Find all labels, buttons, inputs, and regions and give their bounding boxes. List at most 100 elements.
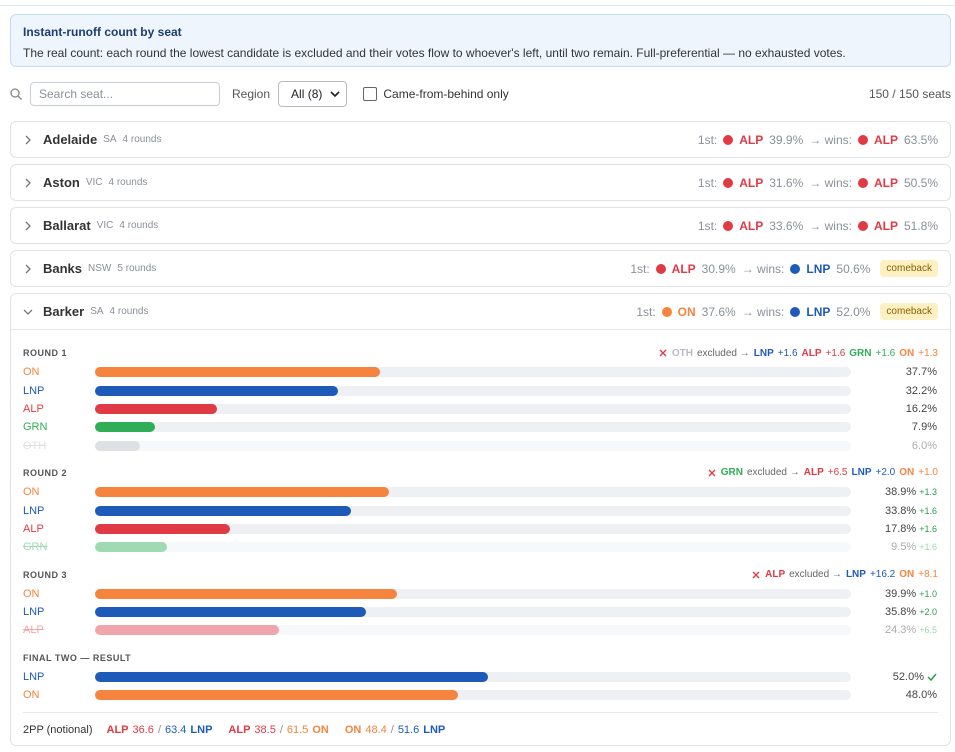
seat-rounds: 5 rounds xyxy=(117,263,157,274)
round-header: ROUND 2 GRN excluded → ALP +6.5 LNP +2.0 ON +1.0 xyxy=(23,463,938,483)
party: ALP xyxy=(739,132,764,147)
party: GRN xyxy=(23,541,48,554)
bar xyxy=(95,625,279,636)
party-dot xyxy=(661,306,672,317)
party: GRN xyxy=(720,467,743,479)
transfer-value: +6.5 xyxy=(827,467,848,479)
tpp-value: 36.6 xyxy=(132,724,154,737)
candidate-row: ALP 24.3% +6.5 xyxy=(23,621,938,639)
value-cell: 48.0% xyxy=(851,689,937,701)
tpp-value: 38.5 xyxy=(254,724,276,737)
exclusion-note: OTH excluded → LNP +1.6 ALP +1.6 GRN +1.6 ON +1.3 xyxy=(658,348,938,359)
value-cell: 33.8% +1.6 xyxy=(851,505,937,517)
tpp-label: 2PP (notional) xyxy=(23,724,93,737)
search-icon xyxy=(10,88,22,100)
seat-header[interactable]: Banks NSW 5 rounds 1st: ALP 30.9% → wins: LNP 50… xyxy=(11,251,950,286)
party: ALP xyxy=(873,218,898,233)
value-cell: 7.9% xyxy=(851,421,937,433)
delta-label: +6.5 xyxy=(919,625,937,636)
tpp-value: 48.4 xyxy=(365,724,387,737)
party-dot xyxy=(857,134,868,145)
value-cell: 38.9% +1.3 xyxy=(851,486,937,498)
first-pct: 33.6% xyxy=(769,218,804,233)
search-input[interactable]: Search seat... xyxy=(30,82,220,106)
seat-state: SA xyxy=(90,306,104,317)
seat-card: Ballarat VIC 4 rounds 1st: ALP 33.6% → wins: AL… xyxy=(10,207,951,244)
delta-label: +1.3 xyxy=(919,487,937,498)
party-dot xyxy=(655,263,666,274)
seat-header[interactable]: Ballarat VIC 4 rounds 1st: ALP 33.6% → wins: AL… xyxy=(11,208,950,243)
bar-track xyxy=(95,422,851,433)
winner-pct: 50.5% xyxy=(903,175,938,190)
round: ROUND 3 ALP excluded → LNP +16.2 ON +8.1 ON 39.9… xyxy=(23,565,938,640)
transfer-value: +1.6 xyxy=(875,347,896,359)
candidate-row: ALP 16.2% xyxy=(23,400,938,418)
value-cell: 32.2% xyxy=(851,385,937,397)
separator: / xyxy=(279,724,283,737)
excluded-label: excluded → xyxy=(696,347,750,359)
pct-label: 17.8% xyxy=(885,522,917,535)
delta-label: +2.0 xyxy=(919,607,937,618)
seat-name: Aston xyxy=(43,175,80,190)
seat-card: Barker SA 4 rounds 1st: ON 37.6% → wins: LNP 52.… xyxy=(10,293,951,746)
candidate-row: ON 48.0% xyxy=(23,686,938,704)
value-cell: 37.7% xyxy=(851,366,937,378)
party: ON xyxy=(23,689,40,702)
round: ROUND 1 OTH excluded → LNP +1.6 ALP +1.6 GRN +1.… xyxy=(23,343,938,455)
tpp-value: 63.4 xyxy=(165,724,187,737)
separator: / xyxy=(157,724,161,737)
bar xyxy=(95,487,390,498)
party: GRN xyxy=(849,347,872,359)
party: LNP xyxy=(845,569,866,581)
tpp-value: 61.5 xyxy=(286,724,309,737)
seat-state: NSW xyxy=(88,263,112,274)
region-select[interactable]: All (8) xyxy=(278,81,348,107)
seat-detail: ROUND 1 OTH excluded → LNP +1.6 ALP +1.6 GRN +1.… xyxy=(11,330,950,747)
comeback-badge: comeback xyxy=(880,303,938,320)
seat-name: Barker xyxy=(43,304,85,319)
bar xyxy=(95,367,380,378)
seat-card: Adelaide SA 4 rounds 1st: ALP 39.9% → wins: ALP… xyxy=(10,121,951,158)
party: ALP xyxy=(803,467,824,479)
party: ON xyxy=(23,587,40,600)
first-label: 1st: xyxy=(697,218,718,233)
bar xyxy=(95,505,351,516)
party: ON xyxy=(312,724,329,737)
party: ALP xyxy=(739,218,764,233)
transfer-value: +1.6 xyxy=(777,347,798,359)
select-arrow xyxy=(330,91,340,98)
delta-label: +1.6 xyxy=(919,542,937,553)
bar xyxy=(95,588,397,599)
seat-header[interactable]: Aston VIC 4 rounds 1st: ALP 31.6% → wins: ALP 50… xyxy=(11,165,950,200)
candidate-row: ON 37.7% xyxy=(23,363,938,381)
delta-label: +1.6 xyxy=(919,523,937,534)
seat-name: Ballarat xyxy=(43,218,91,233)
seat-header[interactable]: Adelaide SA 4 rounds 1st: ALP 39.9% → wins: ALP… xyxy=(11,122,950,157)
bar-track xyxy=(95,690,851,701)
candidate-row: LNP 35.8% +2.0 xyxy=(23,603,938,621)
party: LNP xyxy=(23,504,45,517)
seat-header[interactable]: Barker SA 4 rounds 1st: ON 37.6% → wins: LNP 52.… xyxy=(11,294,950,330)
candidate-row: OTH 6.0% xyxy=(23,437,938,455)
tpp-row: 2PP (notional) ALP 36.6/63.4 LNP ALP 38.5/61.… xyxy=(23,712,938,747)
filter-checkbox[interactable] xyxy=(363,87,378,101)
exclude-icon xyxy=(708,469,716,477)
chevron xyxy=(25,221,31,230)
round-header: ROUND 3 ALP excluded → LNP +16.2 ON +8.1 xyxy=(23,565,938,585)
party: ON xyxy=(344,724,362,737)
seat-count: 150 / 150 seats xyxy=(868,87,951,101)
filter-label: Came-from-behind only xyxy=(383,87,509,101)
first-label: 1st: xyxy=(697,132,718,147)
exclude-icon xyxy=(752,571,760,579)
winner-pct: 52.0% xyxy=(836,304,871,319)
info-description: The real count: each round the lowest ca… xyxy=(23,46,846,60)
bar-track xyxy=(95,542,851,553)
round-label: FINAL TWO — RESULT xyxy=(23,652,132,663)
party-dot xyxy=(723,134,734,145)
party: LNP xyxy=(23,606,45,619)
candidate-row: ON 38.9% +1.3 xyxy=(23,483,938,501)
party: LNP xyxy=(190,724,213,737)
comeback-badge: comeback xyxy=(880,260,938,277)
candidate-row: ALP 17.8% +1.6 xyxy=(23,520,938,538)
transfer-value: +1.0 xyxy=(918,467,938,479)
